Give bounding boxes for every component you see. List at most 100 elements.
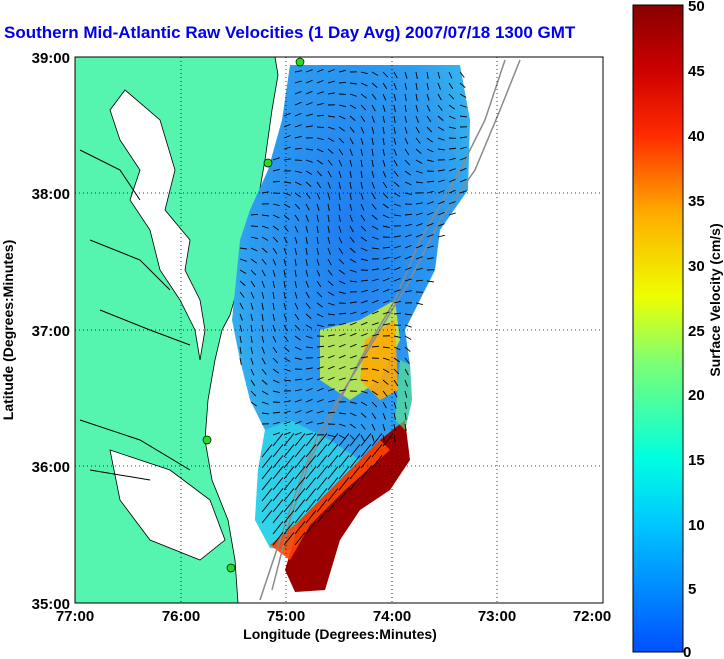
velocity-arrow xyxy=(283,135,291,139)
velocity-arrow xyxy=(459,104,467,108)
velocity-arrow xyxy=(426,280,434,283)
velocity-arrow xyxy=(261,214,269,217)
velocity-arrow xyxy=(371,368,379,372)
velocity-arrow xyxy=(404,115,407,123)
velocity-field-jet-edge xyxy=(270,440,390,560)
velocity-arrow xyxy=(404,290,412,293)
colorbar-tick-label: 35 xyxy=(688,193,705,210)
velocity-arrow xyxy=(349,343,357,348)
velocity-arrow xyxy=(371,225,379,230)
velocity-arrow xyxy=(327,225,330,233)
velocity-arrow xyxy=(250,401,257,407)
velocity-arrow xyxy=(305,69,313,73)
velocity-arrow xyxy=(338,126,345,132)
velocity-arrow xyxy=(349,82,357,85)
velocity-arrow xyxy=(371,82,378,88)
velocity-arrow xyxy=(393,266,401,271)
velocity-arrow xyxy=(250,357,254,365)
velocity-arrow xyxy=(404,181,412,186)
velocity-arrow xyxy=(360,401,368,406)
velocity-arrow xyxy=(338,466,350,480)
velocity-arrow xyxy=(294,455,306,469)
velocity-arrow xyxy=(415,104,419,112)
velocity-arrow xyxy=(338,412,346,415)
velocity-arrow xyxy=(349,401,357,405)
velocity-arrow xyxy=(349,280,357,283)
velocity-arrow xyxy=(283,313,287,321)
velocity-arrow xyxy=(316,376,324,381)
velocity-arrow xyxy=(283,410,291,414)
velocity-arrow xyxy=(250,280,256,288)
velocity-arrow xyxy=(448,147,457,150)
velocity-arrow xyxy=(426,126,433,133)
velocity-arrow xyxy=(294,247,297,255)
velocity-arrow xyxy=(415,212,423,216)
velocity-arrow xyxy=(316,302,323,308)
velocity-arrow xyxy=(360,159,363,167)
velocity-arrow xyxy=(261,444,273,458)
velocity-arrow xyxy=(404,412,407,420)
velocity-arrow xyxy=(371,434,375,442)
velocity-arrow xyxy=(305,510,317,524)
velocity-arrow xyxy=(360,258,368,262)
velocity-arrow xyxy=(305,79,313,84)
velocity-arrow xyxy=(349,332,357,337)
velocity-arrow xyxy=(327,334,335,337)
velocity-arrow xyxy=(382,423,386,431)
velocity-arrow xyxy=(371,289,379,293)
velocity-arrow xyxy=(426,93,430,101)
velocity-arrow xyxy=(349,225,354,233)
velocity-arrow xyxy=(448,71,453,79)
velocity-arrow xyxy=(327,455,339,469)
velocity-arrow xyxy=(261,477,273,491)
velocity-arrow xyxy=(327,433,339,447)
velocity-arrow xyxy=(294,532,306,546)
velocity-arrow xyxy=(404,324,412,328)
velocity-arrow xyxy=(415,148,422,154)
velocity-arrow xyxy=(448,104,455,110)
velocity-arrow xyxy=(261,368,267,375)
velocity-arrow xyxy=(415,256,423,260)
velocity-arrow xyxy=(294,409,302,414)
velocity-arrow xyxy=(437,71,441,79)
velocity-arrow xyxy=(283,146,291,150)
velocity-arrow xyxy=(437,137,445,141)
velocity-arrow xyxy=(305,258,308,266)
velocity-arrow xyxy=(459,146,467,150)
velocity-arrow xyxy=(371,455,383,469)
velocity-arrow xyxy=(272,521,284,535)
velocity-arrow xyxy=(415,233,423,238)
velocity-arrow xyxy=(294,135,302,139)
velocity-arrow xyxy=(327,203,330,211)
velocity-arrow xyxy=(327,137,335,142)
velocity-arrow xyxy=(360,126,365,134)
velocity-arrow xyxy=(283,379,291,382)
velocity-arrow xyxy=(283,346,290,352)
velocity-arrow xyxy=(338,377,346,381)
velocity-arrow xyxy=(272,532,284,546)
velocity-arrow xyxy=(404,170,411,176)
velocity-arrow xyxy=(261,258,267,265)
velocity-arrow xyxy=(349,311,357,315)
velocity-arrow xyxy=(283,335,289,342)
velocity-arrow xyxy=(371,412,377,420)
velocity-arrow xyxy=(349,236,355,243)
velocity-arrow xyxy=(261,302,264,310)
velocity-arrow xyxy=(415,181,423,184)
velocity-arrow xyxy=(316,433,328,447)
velocity-arrow xyxy=(360,412,367,418)
velocity-arrow xyxy=(415,71,418,79)
velocity-arrow xyxy=(283,357,291,362)
velocity-arrow xyxy=(393,390,398,398)
velocity-arrow xyxy=(404,278,412,282)
velocity-arrow xyxy=(404,313,412,316)
velocity-arrow xyxy=(261,324,264,332)
velocity-arrow xyxy=(316,181,322,189)
velocity-arrow xyxy=(338,280,346,285)
velocity-arrow xyxy=(283,280,286,288)
velocity-arrow xyxy=(305,488,317,502)
velocity-arrow xyxy=(294,101,302,106)
velocity-arrow xyxy=(316,477,328,491)
velocity-arrow xyxy=(305,477,317,491)
